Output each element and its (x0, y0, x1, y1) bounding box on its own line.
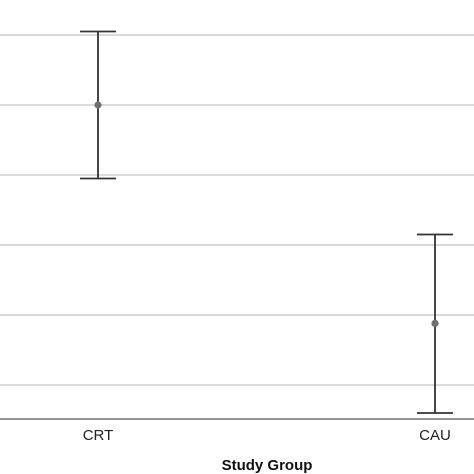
errorbar-group (80, 30, 116, 180)
mean-point (94, 101, 102, 109)
mean-point (431, 319, 439, 327)
x-axis-title: Study Group (222, 457, 313, 474)
error-bars (80, 30, 453, 414)
errorbar-group (417, 233, 453, 414)
gridlines (0, 34, 474, 386)
x-tick-label: CAU (419, 427, 451, 444)
x-tick-labels: CRT CAU (83, 427, 451, 444)
x-tick-label: CRT (83, 427, 114, 444)
